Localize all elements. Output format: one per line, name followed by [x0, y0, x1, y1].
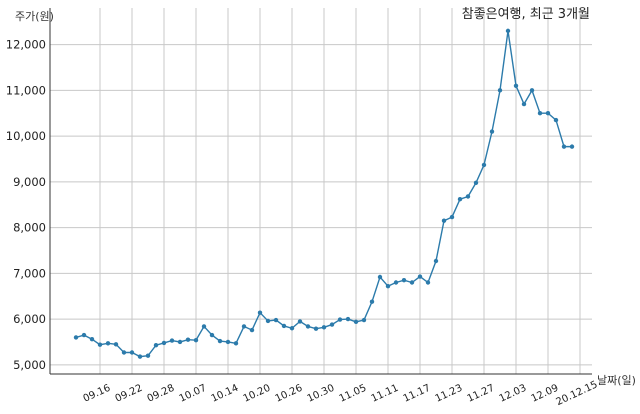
- data-point: [449, 214, 455, 220]
- data-point: [257, 310, 263, 315]
- data-point: [97, 342, 103, 347]
- data-point: [489, 129, 495, 134]
- data-point: [521, 101, 527, 107]
- x-tick-label: 11.05: [338, 383, 369, 405]
- x-tick-label: 12.03: [498, 383, 529, 405]
- x-tick-label: 10.07: [178, 383, 209, 405]
- data-point: [385, 283, 391, 289]
- x-tick-label: 10.14: [210, 383, 241, 405]
- x-tick-label: 11.23: [434, 383, 465, 405]
- y-tick-label: 12,000: [6, 38, 46, 52]
- x-tick-label: 11.17: [402, 383, 433, 405]
- data-point: [297, 319, 303, 324]
- y-tick-label: 9,000: [13, 175, 46, 189]
- data-point: [457, 197, 463, 202]
- y-tick-labels: 5,000 6,000 7,000 8,000 9,000 10,000 11,000 12,…: [6, 38, 46, 372]
- y-tick-label: 7,000: [13, 266, 46, 280]
- data-point: [153, 342, 159, 348]
- data-point: [337, 317, 343, 322]
- data-point: [569, 144, 575, 149]
- data-point: [137, 354, 143, 359]
- data-point: [129, 350, 135, 355]
- data-point: [201, 324, 207, 329]
- data-point: [281, 323, 287, 329]
- data-point: [265, 318, 271, 324]
- y-tick-label: 11,000: [6, 83, 46, 97]
- data-point: [553, 117, 559, 123]
- x-tick-label: 10.26: [274, 383, 305, 405]
- data-point: [305, 324, 311, 329]
- y-tick-label: 8,000: [13, 221, 46, 235]
- x-tick-label: 10.20: [242, 383, 273, 405]
- data-point: [361, 317, 367, 323]
- data-point: [241, 324, 247, 329]
- data-point: [377, 274, 383, 280]
- data-point: [409, 280, 415, 285]
- data-point: [89, 337, 95, 342]
- y-tick-label: 5,000: [13, 358, 46, 372]
- x-tick-labels: 09.16 09.22 09.28 10.07 10.14 10.20 10.26 10.30…: [82, 379, 600, 408]
- data-point: [545, 111, 551, 116]
- data-point: [73, 335, 79, 340]
- data-point: [169, 338, 175, 343]
- data-point: [425, 280, 431, 285]
- data-point: [113, 342, 119, 347]
- data-point: [353, 319, 359, 325]
- grid: [50, 8, 592, 374]
- data-point: [217, 338, 223, 344]
- data-point: [177, 339, 183, 345]
- data-point: [393, 280, 399, 285]
- y-tick-label: 10,000: [6, 129, 46, 143]
- data-point: [401, 278, 407, 283]
- data-point: [313, 326, 319, 331]
- x-axis-label: 날짜(일): [597, 373, 636, 387]
- data-point: [185, 337, 191, 342]
- data-point: [249, 327, 255, 333]
- x-tick-label: 09.22: [114, 383, 145, 405]
- data-point: [345, 316, 351, 322]
- y-tick-label: 6,000: [13, 312, 46, 326]
- data-point: [497, 88, 503, 93]
- data-point: [513, 83, 519, 88]
- data-point: [289, 326, 295, 331]
- data-point: [225, 339, 231, 345]
- data-point: [369, 299, 375, 304]
- data-point: [505, 28, 511, 34]
- data-point: [273, 317, 279, 323]
- x-tick-label: 10.30: [306, 383, 337, 405]
- data-point: [417, 274, 423, 279]
- data-point: [529, 88, 535, 93]
- data-point: [161, 340, 167, 346]
- data-point: [321, 325, 327, 330]
- data-point: [329, 322, 335, 327]
- data-point: [473, 180, 479, 185]
- x-tick-label: 11.11: [370, 383, 401, 405]
- data-point: [481, 162, 487, 168]
- x-tick-label: 11.27: [466, 383, 497, 405]
- series: [73, 28, 575, 359]
- data-point: [433, 258, 439, 264]
- data-point: [121, 350, 127, 355]
- data-point: [81, 332, 87, 338]
- data-point: [193, 337, 199, 343]
- data-point: [105, 341, 111, 346]
- data-point: [233, 341, 239, 346]
- data-point: [209, 332, 215, 338]
- x-tick-label: 20.12.15: [554, 379, 599, 408]
- data-point: [537, 111, 543, 116]
- data-point: [465, 194, 471, 199]
- y-axis-label: 주가(원): [15, 10, 54, 23]
- x-tick-label: 09.28: [146, 383, 177, 405]
- data-point: [441, 218, 447, 223]
- data-point: [561, 144, 567, 149]
- x-tick-label: 09.16: [82, 383, 113, 405]
- data-point: [145, 353, 151, 358]
- axes: [49, 8, 592, 375]
- chart-title: 참좋은여행, 최근 3개월: [462, 6, 590, 22]
